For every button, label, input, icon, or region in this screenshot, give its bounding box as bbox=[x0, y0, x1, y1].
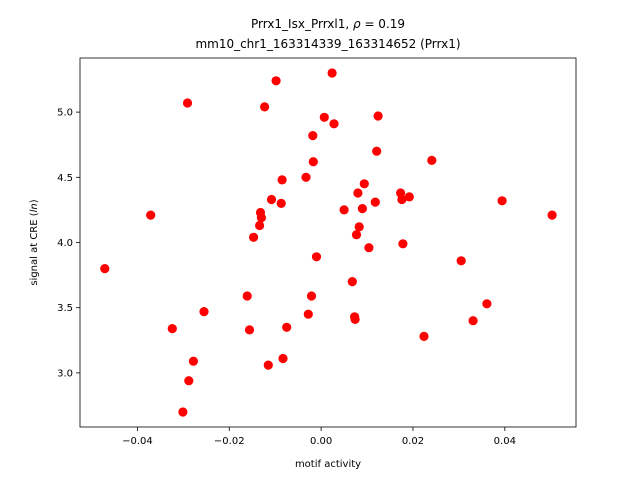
data-point-7 bbox=[199, 307, 209, 317]
data-point-31 bbox=[339, 205, 349, 215]
data-point-48 bbox=[419, 331, 429, 341]
data-point-40 bbox=[364, 243, 374, 253]
y-tick-label-2: 4.0 bbox=[57, 238, 73, 249]
data-point-18 bbox=[276, 198, 286, 208]
data-point-52 bbox=[482, 299, 492, 309]
data-point-30 bbox=[329, 119, 339, 129]
data-point-1 bbox=[146, 210, 156, 220]
data-point-6 bbox=[188, 356, 198, 366]
chart-title-line1: Prrx1_Isx_Prrxl1, ρ = 0.19 bbox=[251, 17, 405, 31]
data-point-46 bbox=[398, 239, 408, 249]
data-point-53 bbox=[497, 196, 507, 206]
data-point-2 bbox=[167, 324, 177, 334]
data-point-0 bbox=[100, 264, 110, 274]
title-prefix: Prrx1_Isx_Prrxl1, bbox=[251, 17, 353, 31]
data-points bbox=[100, 68, 557, 417]
x-tick-label-1: −0.02 bbox=[214, 436, 245, 447]
data-point-15 bbox=[263, 360, 273, 370]
data-point-24 bbox=[306, 291, 317, 301]
data-point-14 bbox=[260, 102, 270, 112]
data-point-5 bbox=[184, 376, 194, 386]
data-point-38 bbox=[357, 204, 367, 214]
data-point-34 bbox=[350, 314, 360, 324]
data-point-54 bbox=[547, 210, 557, 220]
title-rho-symbol: ρ bbox=[353, 17, 361, 31]
data-point-37 bbox=[354, 222, 364, 232]
y-axis-ticks: 3.0 3.5 4.0 4.5 5.0 bbox=[57, 108, 80, 379]
title-rho-value: = 0.19 bbox=[361, 17, 405, 31]
y-tick-label-3: 4.5 bbox=[57, 173, 73, 184]
data-point-41 bbox=[370, 197, 380, 207]
y-label-italic: ln bbox=[29, 203, 40, 212]
data-point-19 bbox=[277, 175, 287, 185]
y-tick-label-4: 5.0 bbox=[57, 108, 73, 119]
data-point-27 bbox=[311, 252, 322, 262]
data-point-26 bbox=[308, 157, 318, 167]
data-point-16 bbox=[266, 194, 277, 205]
data-point-43 bbox=[373, 111, 383, 121]
x-tick-label-2: 0.00 bbox=[310, 436, 332, 447]
data-point-49 bbox=[427, 155, 437, 165]
data-point-13 bbox=[256, 213, 266, 223]
x-tick-label-4: 0.04 bbox=[494, 436, 516, 447]
data-point-45 bbox=[397, 194, 407, 205]
data-point-22 bbox=[301, 172, 311, 182]
y-axis-label: signal at CRE (ln) bbox=[29, 199, 40, 285]
data-point-17 bbox=[271, 76, 281, 86]
data-point-29 bbox=[327, 68, 337, 78]
data-point-20 bbox=[278, 353, 288, 364]
data-point-10 bbox=[249, 232, 259, 242]
y-tick-label-0: 3.0 bbox=[57, 368, 73, 379]
data-point-42 bbox=[372, 146, 382, 156]
data-point-9 bbox=[244, 325, 255, 335]
data-point-21 bbox=[282, 322, 292, 332]
data-point-39 bbox=[359, 179, 369, 189]
data-point-3 bbox=[178, 407, 188, 417]
x-axis-label: motif activity bbox=[295, 459, 361, 470]
data-point-32 bbox=[347, 277, 357, 287]
x-axis-ticks: −0.04 −0.02 0.00 0.02 0.04 bbox=[122, 427, 516, 447]
data-point-47 bbox=[404, 192, 414, 202]
data-point-35 bbox=[351, 230, 362, 240]
y-tick-label-1: 3.5 bbox=[57, 303, 73, 314]
data-point-36 bbox=[353, 188, 363, 198]
chart-title-line2: mm10_chr1_163314339_163314652 (Prrx1) bbox=[195, 37, 460, 51]
x-tick-label-3: 0.02 bbox=[402, 436, 424, 447]
data-point-8 bbox=[242, 291, 252, 301]
x-tick-label-0: −0.04 bbox=[122, 436, 153, 447]
data-point-11 bbox=[255, 220, 265, 231]
data-point-23 bbox=[303, 309, 313, 319]
data-point-28 bbox=[319, 112, 329, 122]
data-point-25 bbox=[308, 131, 318, 141]
y-label-prefix: signal at CRE ( bbox=[29, 212, 40, 285]
data-point-51 bbox=[468, 316, 478, 326]
y-label-suffix: ) bbox=[29, 199, 40, 203]
data-point-4 bbox=[182, 98, 193, 108]
data-point-50 bbox=[456, 256, 466, 266]
